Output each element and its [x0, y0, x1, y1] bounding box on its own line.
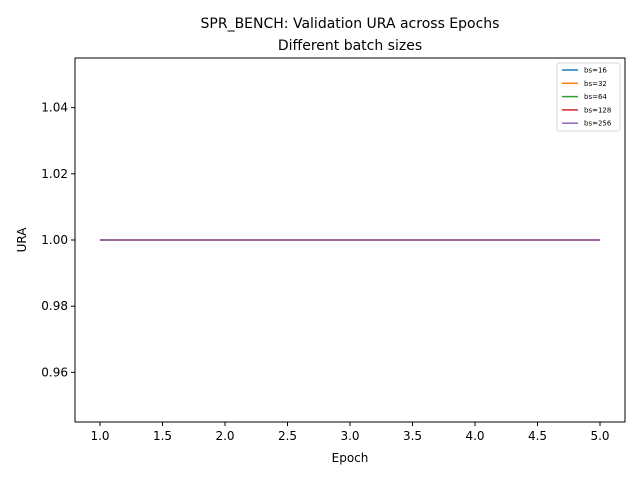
y-axis-ticks: 0.96 0.98 1.00 1.02 1.04 — [41, 101, 75, 379]
x-tick-label: 1.0 — [90, 429, 109, 443]
x-tick-label: 5.0 — [590, 429, 609, 443]
x-axis-ticks: 1.0 1.5 2.0 2.5 3.0 3.5 4.0 4.5 5.0 — [90, 422, 610, 443]
plot-area — [74, 57, 626, 423]
chart-subtitle: Different batch sizes — [278, 38, 422, 54]
y-axis-title: URA — [15, 227, 29, 253]
chart-title: SPR_BENCH: Validation URA across Epochs — [201, 16, 500, 32]
x-tick-label: 4.0 — [465, 429, 484, 443]
x-tick-label: 4.5 — [528, 429, 547, 443]
y-tick-label: 1.02 — [41, 167, 68, 181]
legend-label: bs=64 — [584, 93, 607, 101]
x-tick-label: 3.5 — [403, 429, 422, 443]
x-tick-label: 3.0 — [340, 429, 359, 443]
legend-label: bs=16 — [584, 67, 607, 75]
y-tick-label: 0.98 — [41, 299, 68, 313]
y-tick-label: 0.96 — [41, 365, 68, 379]
x-tick-label: 1.5 — [153, 429, 172, 443]
y-tick-label: 1.04 — [41, 101, 68, 115]
legend-label: bs=256 — [584, 120, 612, 128]
legend-box — [556, 62, 621, 132]
x-tick-label: 2.5 — [278, 429, 297, 443]
legend-label: bs=32 — [584, 80, 607, 88]
legend-label: bs=128 — [584, 106, 611, 114]
x-tick-label: 2.0 — [215, 429, 234, 443]
y-tick-label: 1.00 — [41, 233, 68, 247]
legend: bs=16 bs=32 bs=64 bs=128 bs=256 — [556, 62, 621, 132]
x-axis-title: Epoch — [332, 451, 369, 465]
